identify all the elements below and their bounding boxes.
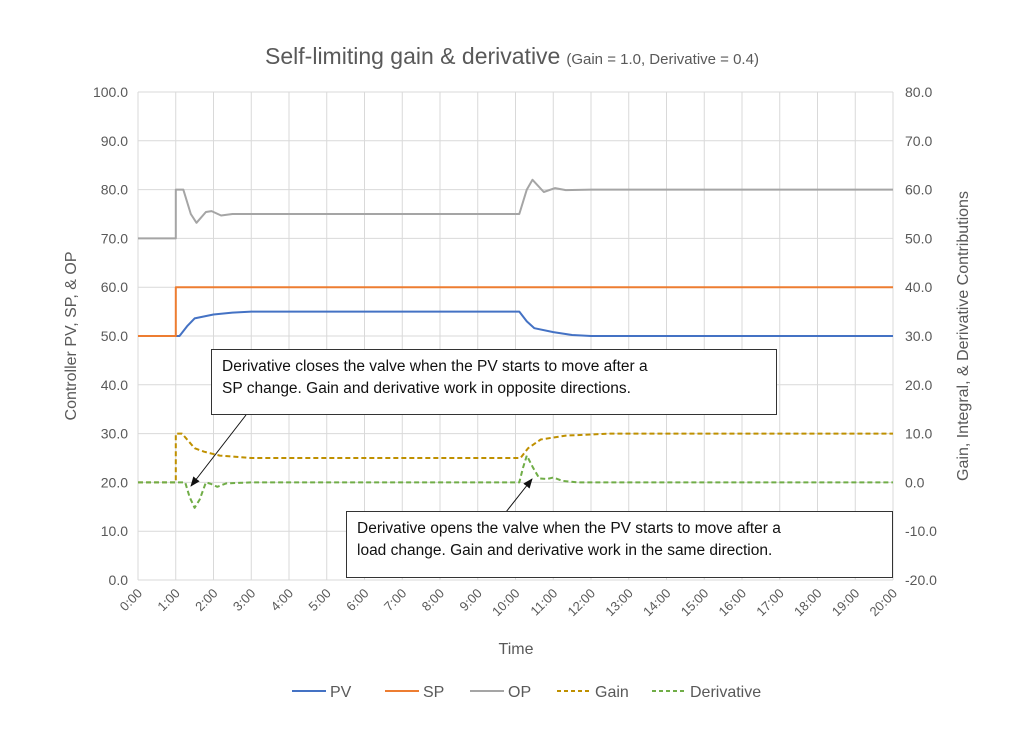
x-tick-label: 14:00	[640, 586, 674, 620]
legend-item-op: OP	[470, 684, 531, 701]
y-tick-label: 0.0	[109, 572, 129, 588]
x-tick-label: 10:00	[489, 586, 523, 620]
y2-tick-label: 0.0	[905, 474, 925, 490]
series-line-pv	[138, 310, 893, 337]
y2-tick-label: 50.0	[905, 230, 932, 246]
x-tick-label: 17:00	[753, 586, 787, 620]
y-axis-label: Controller PV, SP, & OP	[63, 252, 80, 421]
y2-tick-label: 10.0	[905, 426, 932, 442]
y-tick-label: 30.0	[101, 426, 128, 442]
annotation-arrow-2	[505, 478, 533, 513]
x-tick-label: 18:00	[791, 586, 825, 620]
y2-axis-label: Gain, Integral, & Derivative Contributio…	[955, 191, 972, 481]
y2-tick-label: 20.0	[905, 377, 932, 393]
x-tick-label: 19:00	[829, 586, 863, 620]
annotation-text: Derivative opens the valve when the PV s…	[357, 520, 781, 537]
x-tick-label: 2:00	[192, 586, 221, 615]
x-axis-label: Time	[499, 641, 534, 658]
y-tick-label: 80.0	[101, 182, 128, 198]
y-tick-label: 10.0	[101, 523, 128, 539]
legend-label: OP	[508, 684, 531, 701]
legend-label: Gain	[595, 684, 629, 701]
annotation-text: Derivative closes the valve when the PV …	[222, 358, 648, 375]
legend-label: PV	[330, 684, 352, 701]
legend-item-derivative: Derivative	[652, 684, 761, 701]
y2-tick-label: 80.0	[905, 84, 932, 100]
series-line-sp	[138, 286, 893, 337]
annotation-box-2: Derivative opens the valve when the PV s…	[346, 511, 893, 578]
legend-item-pv: PV	[292, 684, 352, 701]
series-line-gain	[138, 432, 893, 484]
y2-tick-label: 40.0	[905, 279, 932, 295]
legend-item-gain: Gain	[557, 684, 629, 701]
x-tick-label: 0:00	[117, 586, 146, 615]
x-tick-label: 8:00	[419, 586, 448, 615]
annotation-box-1: Derivative closes the valve when the PV …	[211, 349, 777, 415]
x-tick-label: 4:00	[268, 586, 297, 615]
chart-title: Self-limiting gain & derivative (Gain = 1…	[265, 43, 759, 69]
y-tick-label: 40.0	[101, 377, 128, 393]
x-tick-label: 15:00	[678, 586, 712, 620]
x-tick-label: 12:00	[565, 586, 599, 620]
y-tick-label: 50.0	[101, 328, 128, 344]
x-tick-label: 16:00	[716, 586, 750, 620]
x-tick-label: 11:00	[527, 586, 560, 619]
y-tick-label: 60.0	[101, 279, 128, 295]
y2-tick-label: 70.0	[905, 133, 932, 149]
annotation-text: load change. Gain and derivative work in…	[357, 542, 773, 559]
x-tick-label: 5:00	[305, 586, 334, 615]
x-tick-label: 1:00	[154, 586, 183, 615]
y-tick-label: 20.0	[101, 474, 128, 490]
legend-label: Derivative	[690, 684, 761, 701]
x-tick-label: 9:00	[456, 586, 485, 615]
y2-tick-label: -20.0	[905, 572, 937, 588]
x-tick-label: 6:00	[343, 586, 372, 615]
legend: PV SP OP Gain Derivative	[292, 684, 761, 701]
x-tick-label: 3:00	[230, 586, 259, 615]
y2-tick-label: 60.0	[905, 182, 932, 198]
annotation-arrow-1	[190, 414, 247, 487]
x-tick-label: 13:00	[602, 586, 636, 620]
legend-item-sp: SP	[385, 684, 444, 701]
annotation-text: SP change. Gain and derivative work in o…	[222, 380, 631, 397]
x-tick-label: 7:00	[381, 586, 410, 615]
y2-tick-label: 30.0	[905, 328, 932, 344]
series-lines	[138, 178, 893, 509]
y-tick-label: 70.0	[101, 230, 128, 246]
x-tick-label: 20:00	[867, 586, 901, 620]
y2-tick-label: -10.0	[905, 523, 937, 539]
legend-label: SP	[423, 684, 444, 701]
y-tick-label: 100.0	[93, 84, 128, 100]
series-line-derivative	[138, 454, 893, 509]
series-line-op	[138, 178, 893, 240]
y-tick-label: 90.0	[101, 133, 128, 149]
annotation-arrows	[190, 414, 533, 513]
